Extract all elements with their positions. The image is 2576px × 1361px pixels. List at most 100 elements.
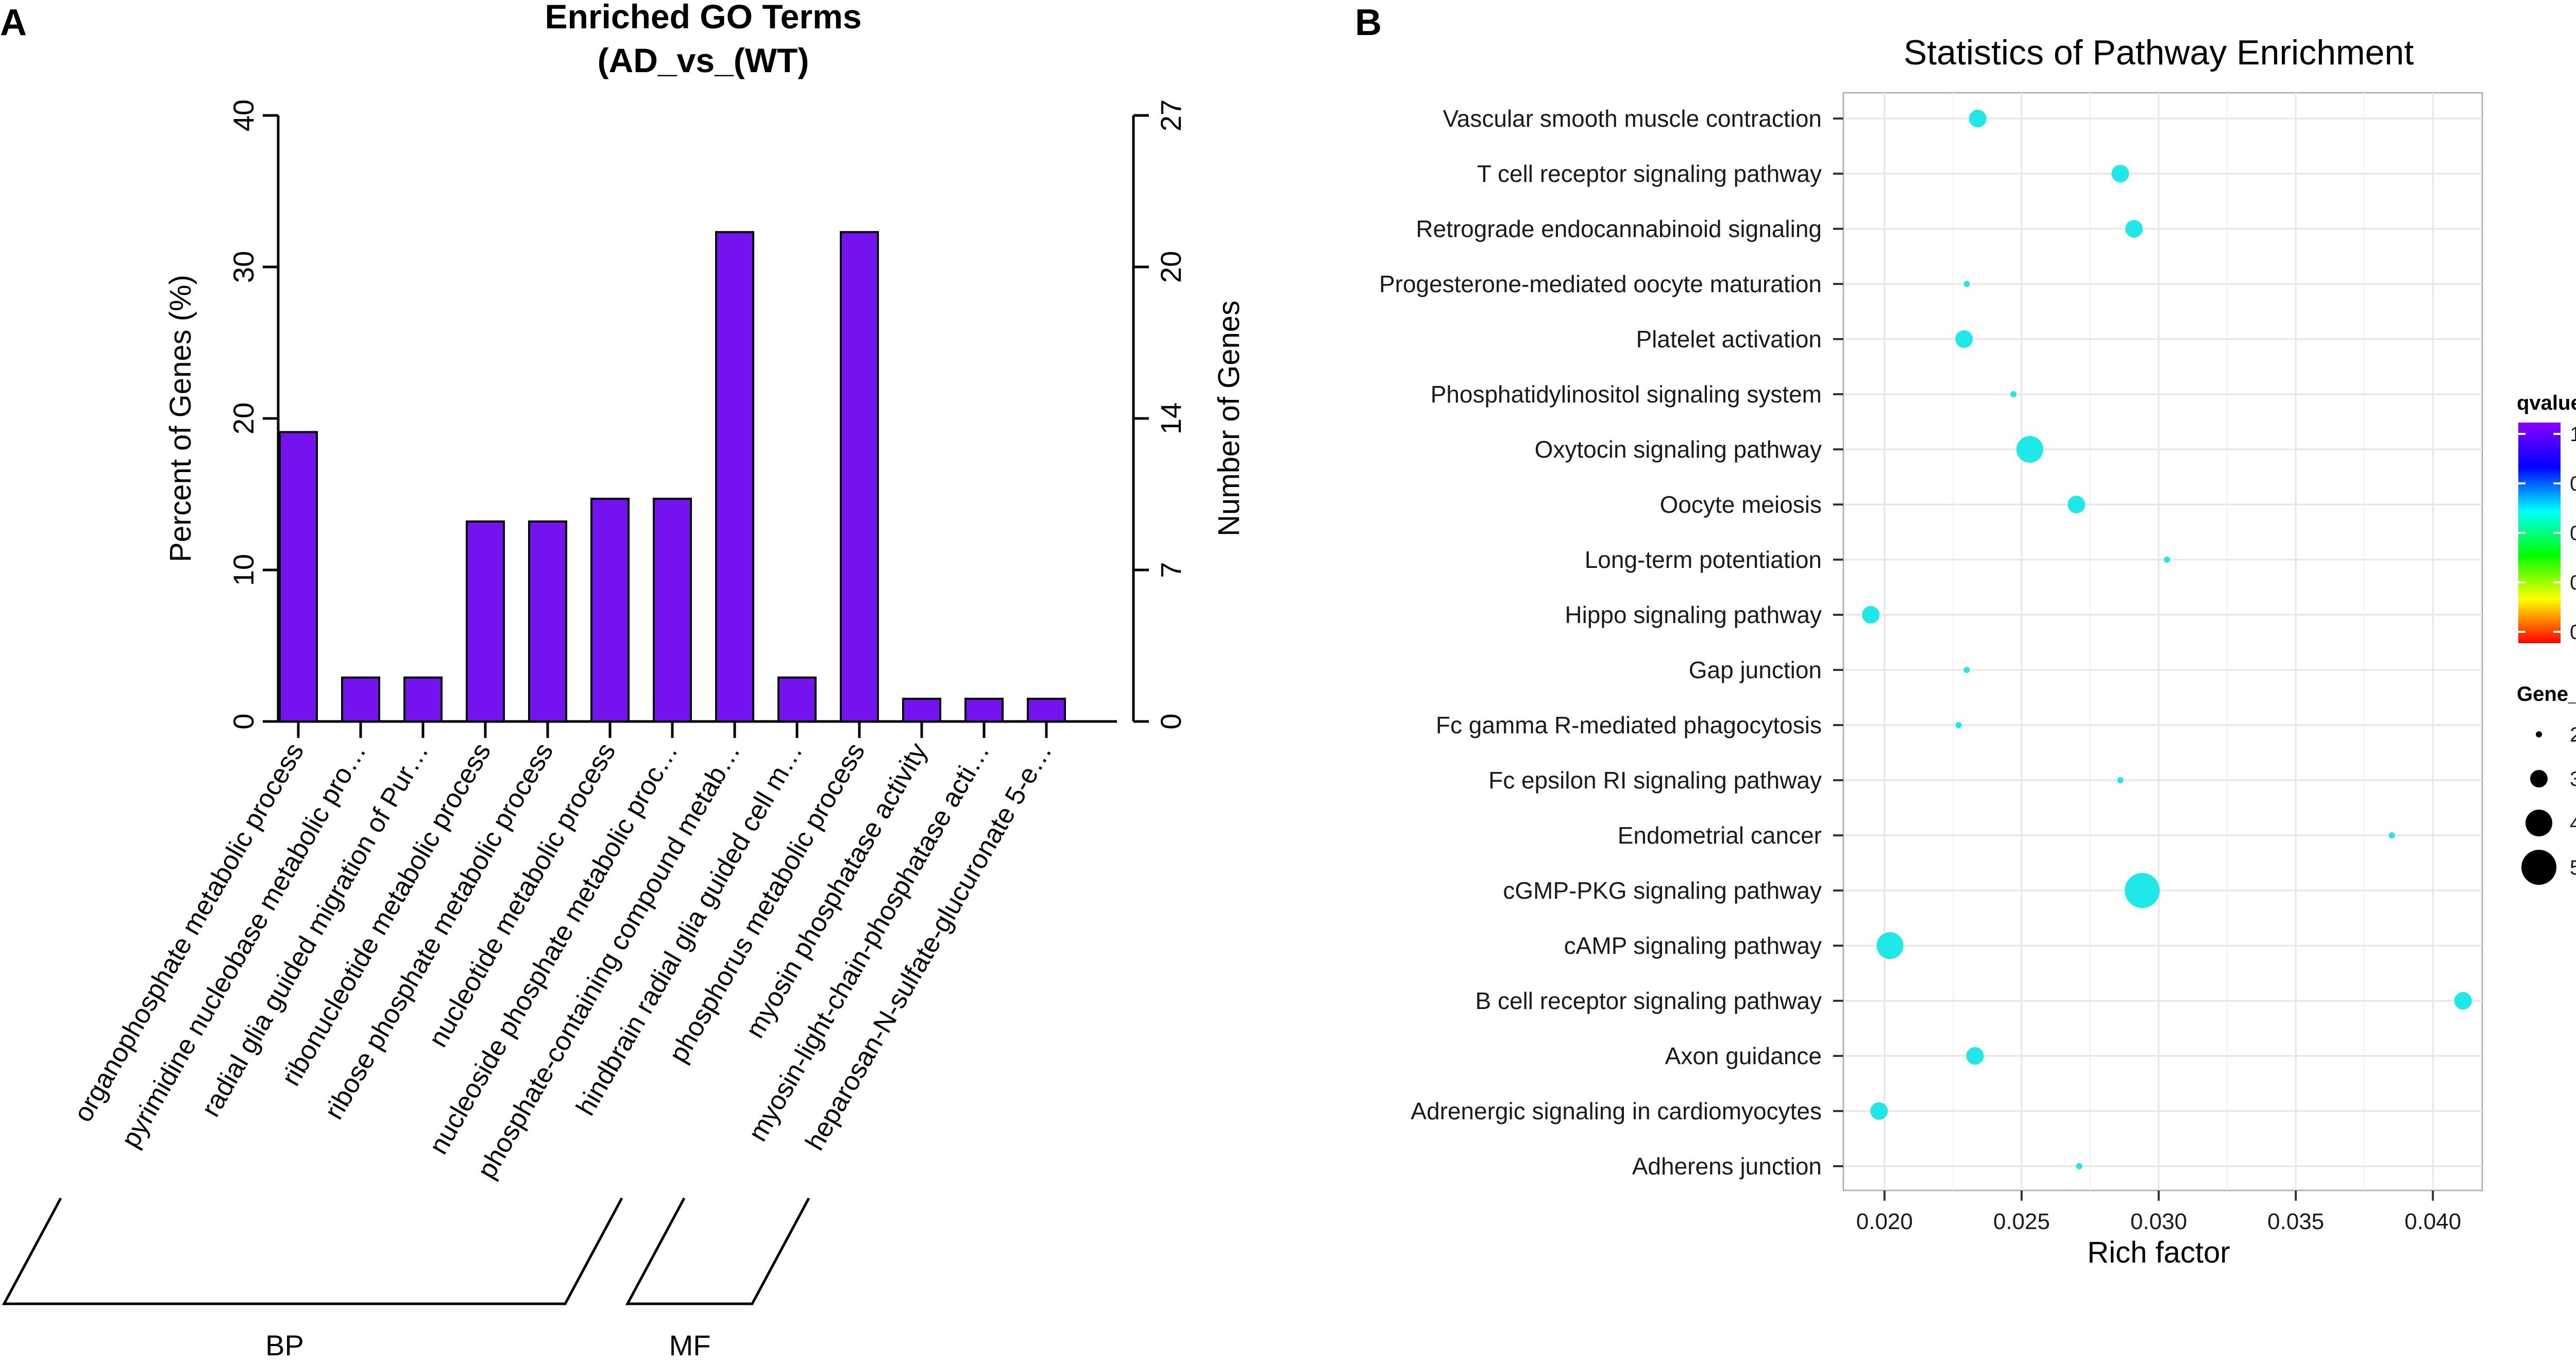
bars [279, 231, 1066, 723]
pathway-label: Platelet activation [1636, 326, 1822, 352]
point [2010, 391, 2016, 397]
bar [466, 520, 505, 722]
pathway-label: Hippo signaling pathway [1565, 601, 1822, 628]
size-legend: 2 3 4 5 [2521, 724, 2576, 885]
x-tick-label: 0.025 [1993, 1209, 2050, 1234]
y-tick-label-left: 20 [227, 402, 260, 434]
grid-lines [1843, 93, 2482, 1190]
group-bracket [2, 1197, 623, 1305]
size-legend-title: Gene_number [2517, 683, 2576, 705]
point [1963, 667, 1970, 673]
size-legend-dot [2526, 810, 2552, 836]
chart-a-subtitle: (AD_vs_(WT) [598, 41, 809, 79]
pathway-label: Long-term potentiation [1585, 546, 1822, 573]
y-tick-label-right: 20 [1155, 251, 1187, 283]
pathway-label: Axon guidance [1665, 1043, 1822, 1069]
point [2125, 873, 2160, 908]
color-tick-label: 0.75 [2570, 473, 2576, 495]
pathway-label: Phosphatidylinositol signaling system [1431, 381, 1822, 408]
points [1862, 110, 2472, 1169]
pathway-label: B cell receptor signaling pathway [1476, 987, 1822, 1014]
point [1966, 1047, 1984, 1065]
y-axis-label-right: Number of Genes [1212, 300, 1246, 536]
point [1862, 606, 1880, 624]
point [1876, 932, 1904, 959]
panel-a-label: A [0, 2, 27, 43]
y-axis-label-left: Percent of Genes (%) [164, 275, 197, 562]
y-ticks-left: 0 10 20 30 40 [227, 99, 278, 730]
bar [528, 520, 567, 722]
panel-a-bar-chart: A Enriched GO Terms (AD_vs_(WT) 0 10 20 30 4… [0, 0, 1246, 1361]
chart-b-title: Statistics of Pathway Enrichment [1904, 33, 2414, 72]
x-tick-label: 0.030 [2130, 1209, 2187, 1234]
bar [840, 231, 879, 722]
point [2111, 165, 2129, 182]
pathway-label: T cell receptor signaling pathway [1477, 160, 1822, 187]
size-legend-dot [2521, 850, 2556, 885]
pathway-label: cGMP-PKG signaling pathway [1503, 877, 1822, 904]
y-tick-label-left: 0 [227, 713, 260, 729]
size-legend-dot [2536, 731, 2542, 737]
x-tick-label: 0.040 [2404, 1209, 2461, 1234]
x-tick-label: 0.035 [2267, 1209, 2324, 1234]
pathway-label: Progesterone-mediated oocyte maturation [1379, 271, 1822, 297]
size-legend-label: 2 [2570, 724, 2576, 746]
pathway-label: Fc epsilon RI signaling pathway [1488, 767, 1822, 794]
panel-b-label: B [1355, 2, 1382, 43]
bar [1027, 697, 1066, 723]
y-tick-label-left: 10 [227, 554, 260, 586]
point [2125, 220, 2143, 238]
point [2117, 777, 2124, 783]
panel-b-dot-plot: B Statistics of Pathway Enrichment Vascu… [1355, 2, 2576, 1269]
pathway-label: Retrograde endocannabinoid signaling [1416, 215, 1822, 242]
bar [653, 497, 692, 722]
color-tick-label: 0.25 [2570, 572, 2576, 594]
bar [279, 431, 318, 722]
point [2067, 496, 2086, 513]
y-tick-label-right: 14 [1155, 402, 1187, 434]
x-axis-label: Rich factor [2087, 1236, 2230, 1269]
pathway-label: Fc gamma R-mediated phagocytosis [1436, 712, 1822, 738]
plot-panel [1842, 92, 2483, 1191]
bar [902, 697, 941, 723]
bar [777, 676, 817, 722]
color-tick-label: 0.00 [2570, 621, 2576, 644]
pathway-label: Endometrial cancer [1618, 822, 1822, 849]
point [2454, 992, 2472, 1010]
pathway-label: Gap junction [1689, 657, 1822, 683]
pathway-label: Adherens junction [1632, 1153, 1822, 1180]
point [1955, 330, 1973, 348]
point [2163, 557, 2170, 563]
y-tick-label-left: 30 [227, 251, 260, 283]
x-ticks [297, 721, 1048, 738]
group-bracket [625, 1197, 810, 1305]
group-label: MF [669, 1329, 711, 1361]
pathway-label: Oxytocin signaling pathway [1535, 436, 1822, 463]
size-legend-dot [2530, 770, 2548, 787]
x-ticks: 0.020 0.025 0.030 0.035 0.040 [1856, 1190, 2461, 1234]
y-ticks: Vascular smooth muscle contraction T cell… [1379, 105, 1843, 1180]
bar [341, 676, 380, 722]
bar [590, 497, 630, 722]
bar [715, 231, 754, 722]
point [1955, 722, 1962, 728]
color-legend-title: qvalue [2517, 392, 2576, 414]
point [1969, 110, 1987, 127]
pathway-label: cAMP signaling pathway [1564, 932, 1822, 959]
y-tick-label-left: 40 [227, 99, 260, 131]
pathway-label: Vascular smooth muscle contraction [1443, 105, 1822, 132]
y-tick-label-right: 0 [1155, 713, 1187, 729]
chart-a-title: Enriched GO Terms [545, 0, 862, 36]
bar [403, 676, 443, 722]
point [2076, 1163, 2082, 1169]
size-legend-label: 4 [2570, 812, 2576, 835]
point [2016, 436, 2043, 463]
bar [964, 697, 1004, 723]
x-tick-label: 0.020 [1856, 1209, 1913, 1234]
color-tick-label: 0.50 [2570, 522, 2576, 545]
y-ticks-right: 0 7 14 20 27 [1133, 99, 1187, 730]
size-legend-label: 3 [2570, 768, 2576, 791]
color-tick-label: 1.00 [2570, 423, 2576, 446]
pathway-label: Oocyte meiosis [1660, 491, 1822, 518]
